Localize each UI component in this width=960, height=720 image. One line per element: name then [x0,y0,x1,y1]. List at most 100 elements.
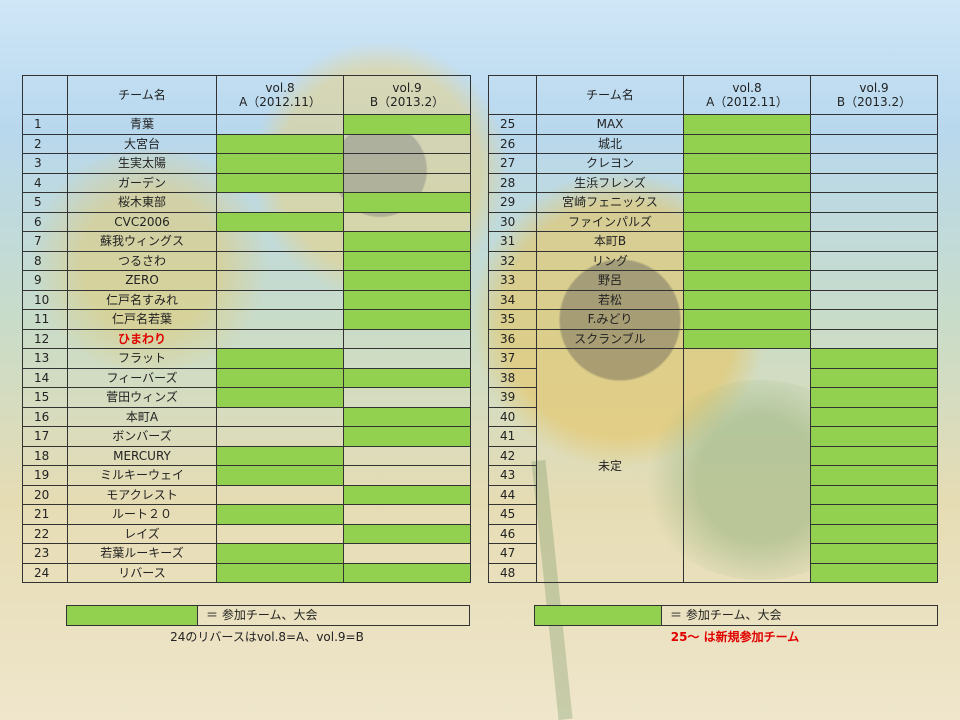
vol8-participation-cell [216,172,344,193]
team-number: 28 [488,172,537,193]
vol8-participation-cell [216,504,344,525]
vol9-participation-cell [810,562,938,583]
vol9-participation-cell [343,153,471,174]
vol9-participation-cell [810,270,938,291]
team-number: 2 [22,133,68,154]
table-row: 29 宮崎フェニックス [488,192,938,213]
table-row: 3 生実太陽 [22,153,471,174]
header-number [488,75,537,115]
vol8-participation-cell [683,270,811,291]
vol9-participation-cell [810,153,938,174]
note-reverse-team: 24のリバースはvol.8=A、vol.9=B [170,630,364,644]
team-name: 大宮台 [67,133,217,154]
vol8-participation-cell [683,289,811,310]
vol9-participation-cell [343,289,471,310]
team-number: 22 [22,523,68,544]
team-number: 30 [488,211,537,232]
table-row: 42 [488,445,938,466]
note-new-teams: 25～ は新規参加チーム [670,630,800,644]
table-row: 14 フィーバーズ [22,367,471,388]
table-row: 2 大宮台 [22,133,471,154]
team-name: 菅田ウィンズ [67,387,217,408]
vol9-participation-cell [343,328,471,349]
vol9-participation-cell [810,348,938,369]
team-number: 35 [488,309,537,330]
vol9-participation-cell [343,562,471,583]
vol9-participation-cell [810,328,938,349]
team-name: 仁戸名すみれ [67,289,217,310]
team-name: フラット [67,348,217,369]
team-number: 26 [488,133,537,154]
table-row: 44 [488,484,938,505]
team-number: 20 [22,484,68,505]
vol8-participation-cell [683,309,811,330]
table-row: 11 仁戸名若葉 [22,309,471,330]
vol8-participation-cell [216,387,344,408]
team-name: CVC2006 [67,211,217,232]
vol8-participation-cell [216,114,344,135]
vol8-participation-cell [216,348,344,369]
vol8-participation-cell [216,270,344,291]
table-row: 9 ZERO [22,270,471,291]
vol8-participation-cell [216,250,344,271]
vol9-participation-cell [810,367,938,388]
team-number: 33 [488,270,537,291]
table-row: 1 青葉 [22,114,471,135]
vol8-participation-cell [683,250,811,271]
table-row: 8 つるさわ [22,250,471,271]
team-number: 41 [488,426,537,447]
legend-swatch [535,606,662,625]
team-number: 7 [22,231,68,252]
table-row: 15 菅田ウィンズ [22,387,471,408]
table-row: 21 ルート２０ [22,504,471,525]
team-number: 37 [488,348,537,369]
vol9-participation-cell [343,270,471,291]
team-number: 29 [488,192,537,213]
team-number: 14 [22,367,68,388]
team-number: 9 [22,270,68,291]
team-name: ガーデン [67,172,217,193]
table-row: 36 スクランブル [488,328,938,349]
table-row: 26 城北 [488,133,938,154]
vol8-participation-cell [216,465,344,486]
team-name: ルート２０ [67,504,217,525]
team-name: ファインパルズ [536,211,684,232]
team-number: 15 [22,387,68,408]
team-name: リング [536,250,684,271]
vol8-participation-cell [216,328,344,349]
team-name: 仁戸名若葉 [67,309,217,330]
vol9-participation-cell [343,543,471,564]
table-row: 35 F.みどり [488,309,938,330]
team-name: スクランブル [536,328,684,349]
team-number: 47 [488,543,537,564]
header-vol9: vol.9 B（2013.2） [810,75,938,115]
table-row: 48 [488,562,938,583]
team-number: 24 [22,562,68,583]
vol9-participation-cell [810,192,938,213]
table-row: 45 [488,504,938,525]
vol9-participation-cell [810,406,938,427]
team-number: 23 [22,543,68,564]
vol8-participation-cell [216,211,344,232]
table-row: 19 ミルキーウェイ [22,465,471,486]
team-number: 43 [488,465,537,486]
team-name: ZERO [67,270,217,291]
vol9-participation-cell [343,523,471,544]
vol9-participation-cell [810,543,938,564]
team-name: 宮崎フェニックス [536,192,684,213]
header-team-name: チーム名 [536,75,684,115]
team-name: ボンバーズ [67,426,217,447]
vol8-participation-cell [216,523,344,544]
team-name: 蘇我ウィングス [67,231,217,252]
table-row: 25 MAX [488,114,938,135]
team-name: モアクレスト [67,484,217,505]
legend-left: ＝ 参加チーム、大会 [66,605,470,626]
table-row: 27 クレヨン [488,153,938,174]
vol9-participation-cell [810,172,938,193]
vol9-participation-cell [343,387,471,408]
team-number: 46 [488,523,537,544]
table-row: 7 蘇我ウィングス [22,231,471,252]
vol9-participation-cell [810,211,938,232]
vol9-participation-cell [810,484,938,505]
team-name: 城北 [536,133,684,154]
